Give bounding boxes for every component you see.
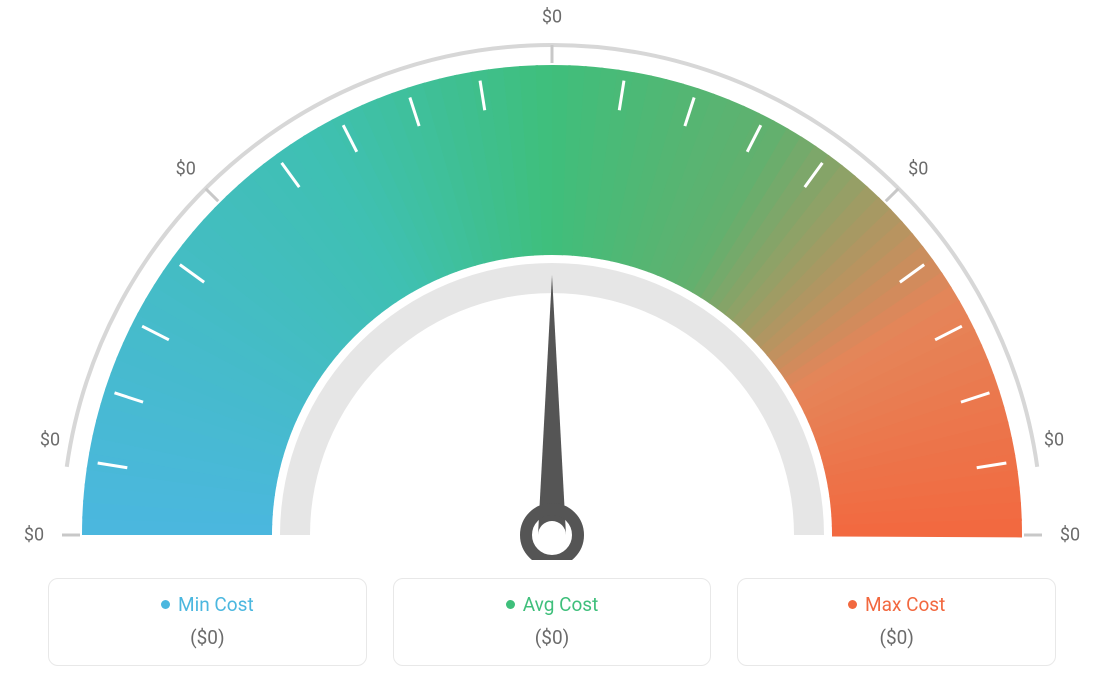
legend-label-text: Min Cost	[178, 593, 254, 616]
legend-label-min: Min Cost	[161, 593, 254, 616]
legend-value-max: ($0)	[750, 626, 1043, 649]
tick-label: $0	[542, 7, 562, 28]
tick-major	[886, 189, 899, 202]
legend-card-avg: Avg Cost ($0)	[393, 578, 712, 666]
dot-icon	[161, 600, 170, 609]
legend-label-text: Max Cost	[865, 593, 945, 616]
cost-gauge-widget: $0 $0 $0 $0 $0 $0 $0 Min Cost ($0) Avg Cost ($…	[0, 0, 1104, 690]
legend-label-text: Avg Cost	[523, 593, 599, 616]
end-label-left: $0	[40, 430, 60, 451]
gauge-chart: $0 $0 $0 $0 $0 $0 $0	[0, 0, 1104, 560]
dot-icon	[848, 600, 857, 609]
legend-card-min: Min Cost ($0)	[48, 578, 367, 666]
tick-label: $0	[1060, 525, 1080, 546]
tick-major	[206, 189, 219, 202]
legend-label-max: Max Cost	[848, 593, 945, 616]
gauge-needle	[538, 275, 566, 535]
end-label-right: $0	[1044, 430, 1064, 451]
tick-label: $0	[24, 525, 44, 546]
tick-label: $0	[176, 158, 196, 179]
legend-row: Min Cost ($0) Avg Cost ($0) Max Cost ($0…	[48, 578, 1056, 666]
tick-label: $0	[908, 158, 928, 179]
needle-hub-inner	[538, 521, 566, 549]
legend-card-max: Max Cost ($0)	[737, 578, 1056, 666]
dot-icon	[506, 600, 515, 609]
legend-value-min: ($0)	[61, 626, 354, 649]
legend-value-avg: ($0)	[406, 626, 699, 649]
legend-label-avg: Avg Cost	[506, 593, 599, 616]
